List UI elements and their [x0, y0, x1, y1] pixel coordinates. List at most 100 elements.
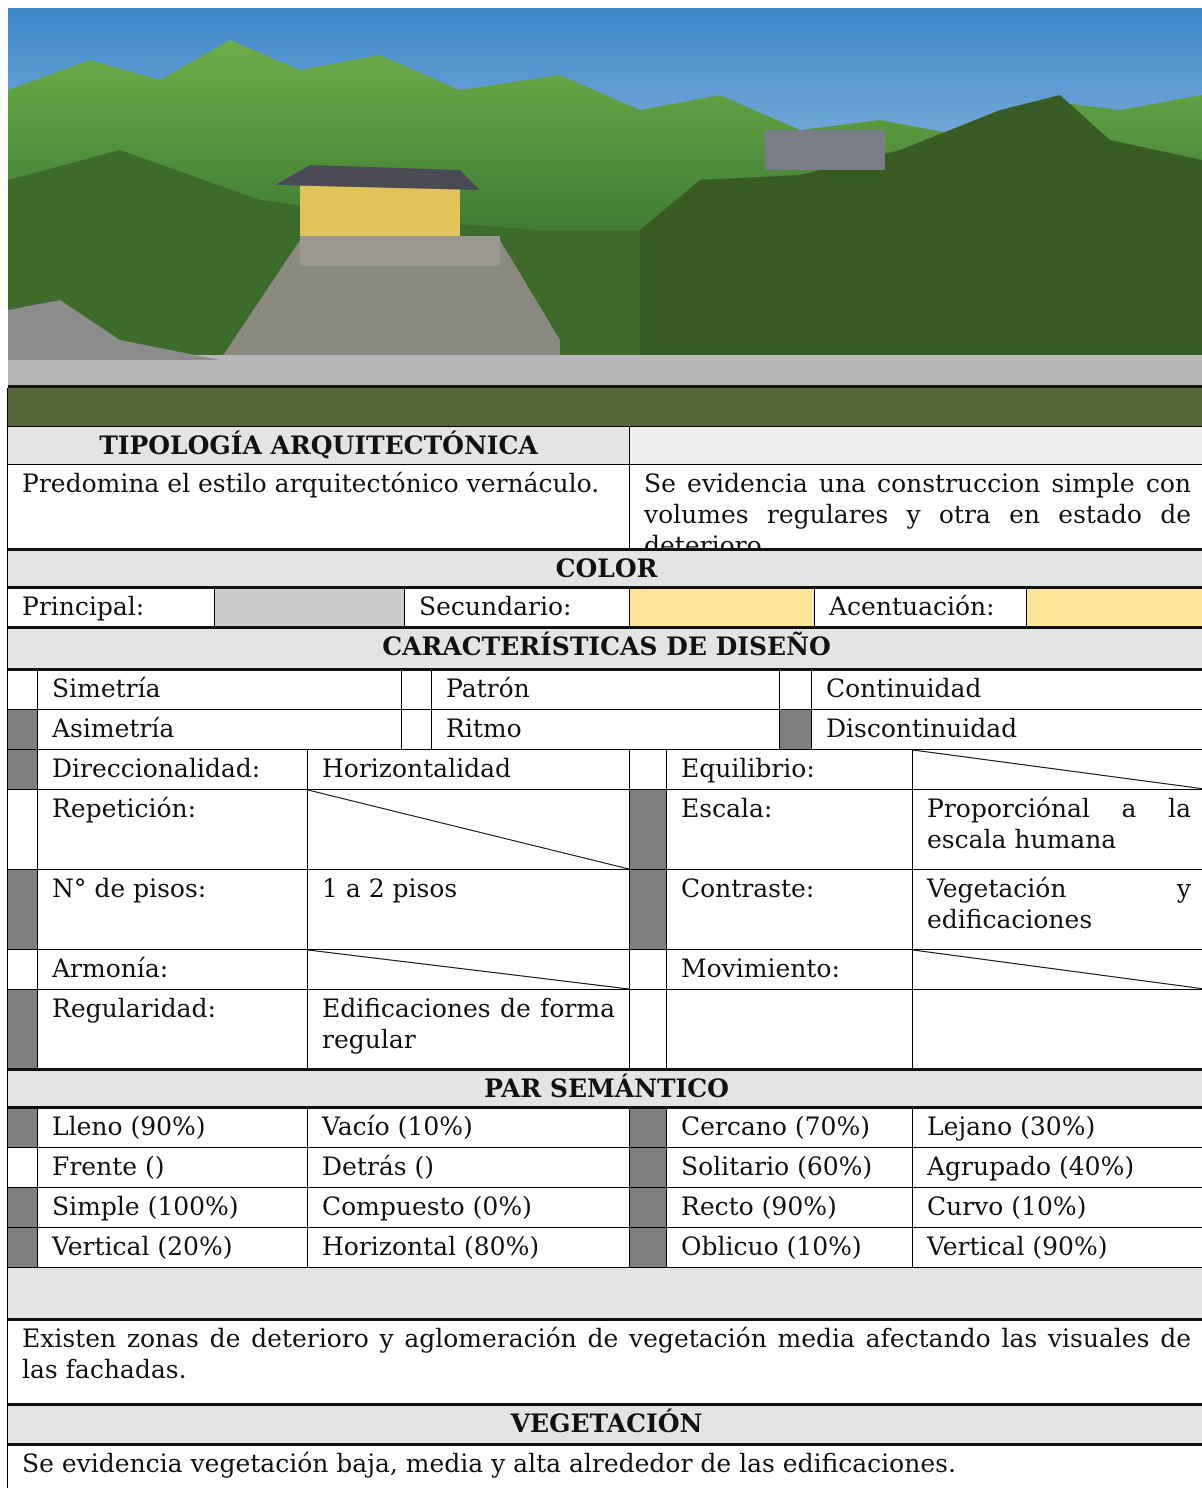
section-title: VEGETACIÓN — [8, 1405, 1202, 1445]
pair-item: Recto (90%) — [667, 1188, 913, 1228]
color-label: Acentuación: — [815, 588, 1027, 628]
pair-item: Vertical (20%) — [38, 1228, 308, 1268]
field-empty — [913, 750, 1202, 790]
check-box — [630, 790, 667, 870]
color-label: Secundario: — [405, 588, 630, 628]
check-box — [630, 950, 667, 990]
check-box — [8, 1108, 38, 1148]
check-box — [8, 990, 38, 1070]
field-label: Direccionalidad: — [38, 750, 308, 790]
field-label: Repetición: — [38, 790, 308, 870]
pair-item: Lejano (30%) — [913, 1108, 1202, 1148]
slash — [913, 750, 1202, 789]
check-box — [8, 750, 38, 790]
check-label: Patrón — [432, 670, 780, 710]
rule — [8, 1106, 1202, 1109]
section-title: TIPOLOGÍA ARQUITECTÓNICA — [8, 427, 630, 465]
rule — [8, 586, 1202, 589]
check-box — [630, 870, 667, 950]
check-box — [8, 670, 38, 710]
field-value: Horizontalidad — [308, 750, 630, 790]
check-box — [630, 1228, 667, 1268]
check-label: Asimetría — [38, 710, 402, 750]
pair-item: Solitario (60%) — [667, 1148, 913, 1188]
rule — [8, 1403, 1202, 1406]
text: Existen zonas de deterioro y aglomeració… — [8, 1320, 1202, 1405]
pair-item: Vertical (90%) — [913, 1228, 1202, 1268]
section-title: PAR SEMÁNTICO — [8, 1070, 1202, 1108]
pair-item: Curvo (10%) — [913, 1188, 1202, 1228]
color-label: Principal: — [8, 588, 215, 628]
slash — [913, 950, 1202, 989]
section-title: CARACTERÍSTICAS DE DISEÑO — [8, 628, 1202, 670]
slash — [308, 790, 629, 869]
field-value: 1 a 2 pisos — [308, 870, 630, 950]
cell — [630, 990, 667, 1070]
check-box — [8, 790, 38, 870]
rule — [8, 1318, 1202, 1321]
pair-item: Agrupado (40%) — [913, 1148, 1202, 1188]
field-label: Armonía: — [38, 950, 308, 990]
check-box — [8, 870, 38, 950]
pair-item: Compuesto (0%) — [308, 1188, 630, 1228]
border — [7, 388, 8, 1488]
rule — [8, 668, 1202, 671]
check-box — [8, 1228, 38, 1268]
check-box — [780, 670, 812, 710]
slash — [308, 950, 629, 989]
cell — [667, 990, 913, 1070]
rule — [8, 626, 1202, 629]
photo — [8, 8, 1202, 385]
rule — [8, 1443, 1202, 1446]
check-box — [630, 1148, 667, 1188]
text: Se evidencia una construccion simple con… — [630, 465, 1202, 550]
band — [8, 1268, 1202, 1320]
field-value: Proporciónal a la escala humana — [913, 790, 1202, 870]
rule — [8, 1068, 1202, 1071]
field-label: N° de pisos: — [38, 870, 308, 950]
check-box — [8, 710, 38, 750]
check-label: Continuidad — [812, 670, 1202, 710]
pair-item: Detrás () — [308, 1148, 630, 1188]
field-value: Edificaciones de forma regular — [308, 990, 630, 1070]
color-swatch — [215, 588, 405, 628]
pair-item: Vacío (10%) — [308, 1108, 630, 1148]
check-box — [402, 710, 432, 750]
pair-item: Cercano (70%) — [667, 1108, 913, 1148]
check-box — [402, 670, 432, 710]
field-label: Movimiento: — [667, 950, 913, 990]
field-label: Escala: — [667, 790, 913, 870]
check-box — [630, 1188, 667, 1228]
field-label: Contraste: — [667, 870, 913, 950]
text: Se evidencia vegetación baja, media y al… — [8, 1445, 1202, 1488]
color-swatch — [1027, 588, 1202, 628]
field-label: Regularidad: — [38, 990, 308, 1070]
field-label: Equilibrio: — [667, 750, 913, 790]
rule — [8, 385, 1202, 388]
check-box — [8, 950, 38, 990]
field-empty — [308, 790, 630, 870]
pair-item: Frente () — [38, 1148, 308, 1188]
check-box — [8, 1188, 38, 1228]
pair-item: Oblicuo (10%) — [667, 1228, 913, 1268]
check-label: Simetría — [38, 670, 402, 710]
check-box — [8, 1148, 38, 1188]
section-title: COLOR — [8, 550, 1202, 588]
rule — [8, 548, 1202, 551]
field-empty — [913, 950, 1202, 990]
text: Predomina el estilo arquitectónico verná… — [8, 465, 630, 550]
color-swatch — [630, 588, 815, 628]
pair-item: Simple (100%) — [38, 1188, 308, 1228]
pair-item: Horizontal (80%) — [308, 1228, 630, 1268]
check-box — [780, 710, 812, 750]
pair-item: Lleno (90%) — [38, 1108, 308, 1148]
cell — [913, 990, 1202, 1070]
check-box — [630, 1108, 667, 1148]
check-label: Discontinuidad — [812, 710, 1202, 750]
field-empty — [308, 950, 630, 990]
check-box — [630, 750, 667, 790]
field-value: Vegetación y edificaciones — [913, 870, 1202, 950]
band — [8, 388, 1202, 427]
check-label: Ritmo — [432, 710, 780, 750]
